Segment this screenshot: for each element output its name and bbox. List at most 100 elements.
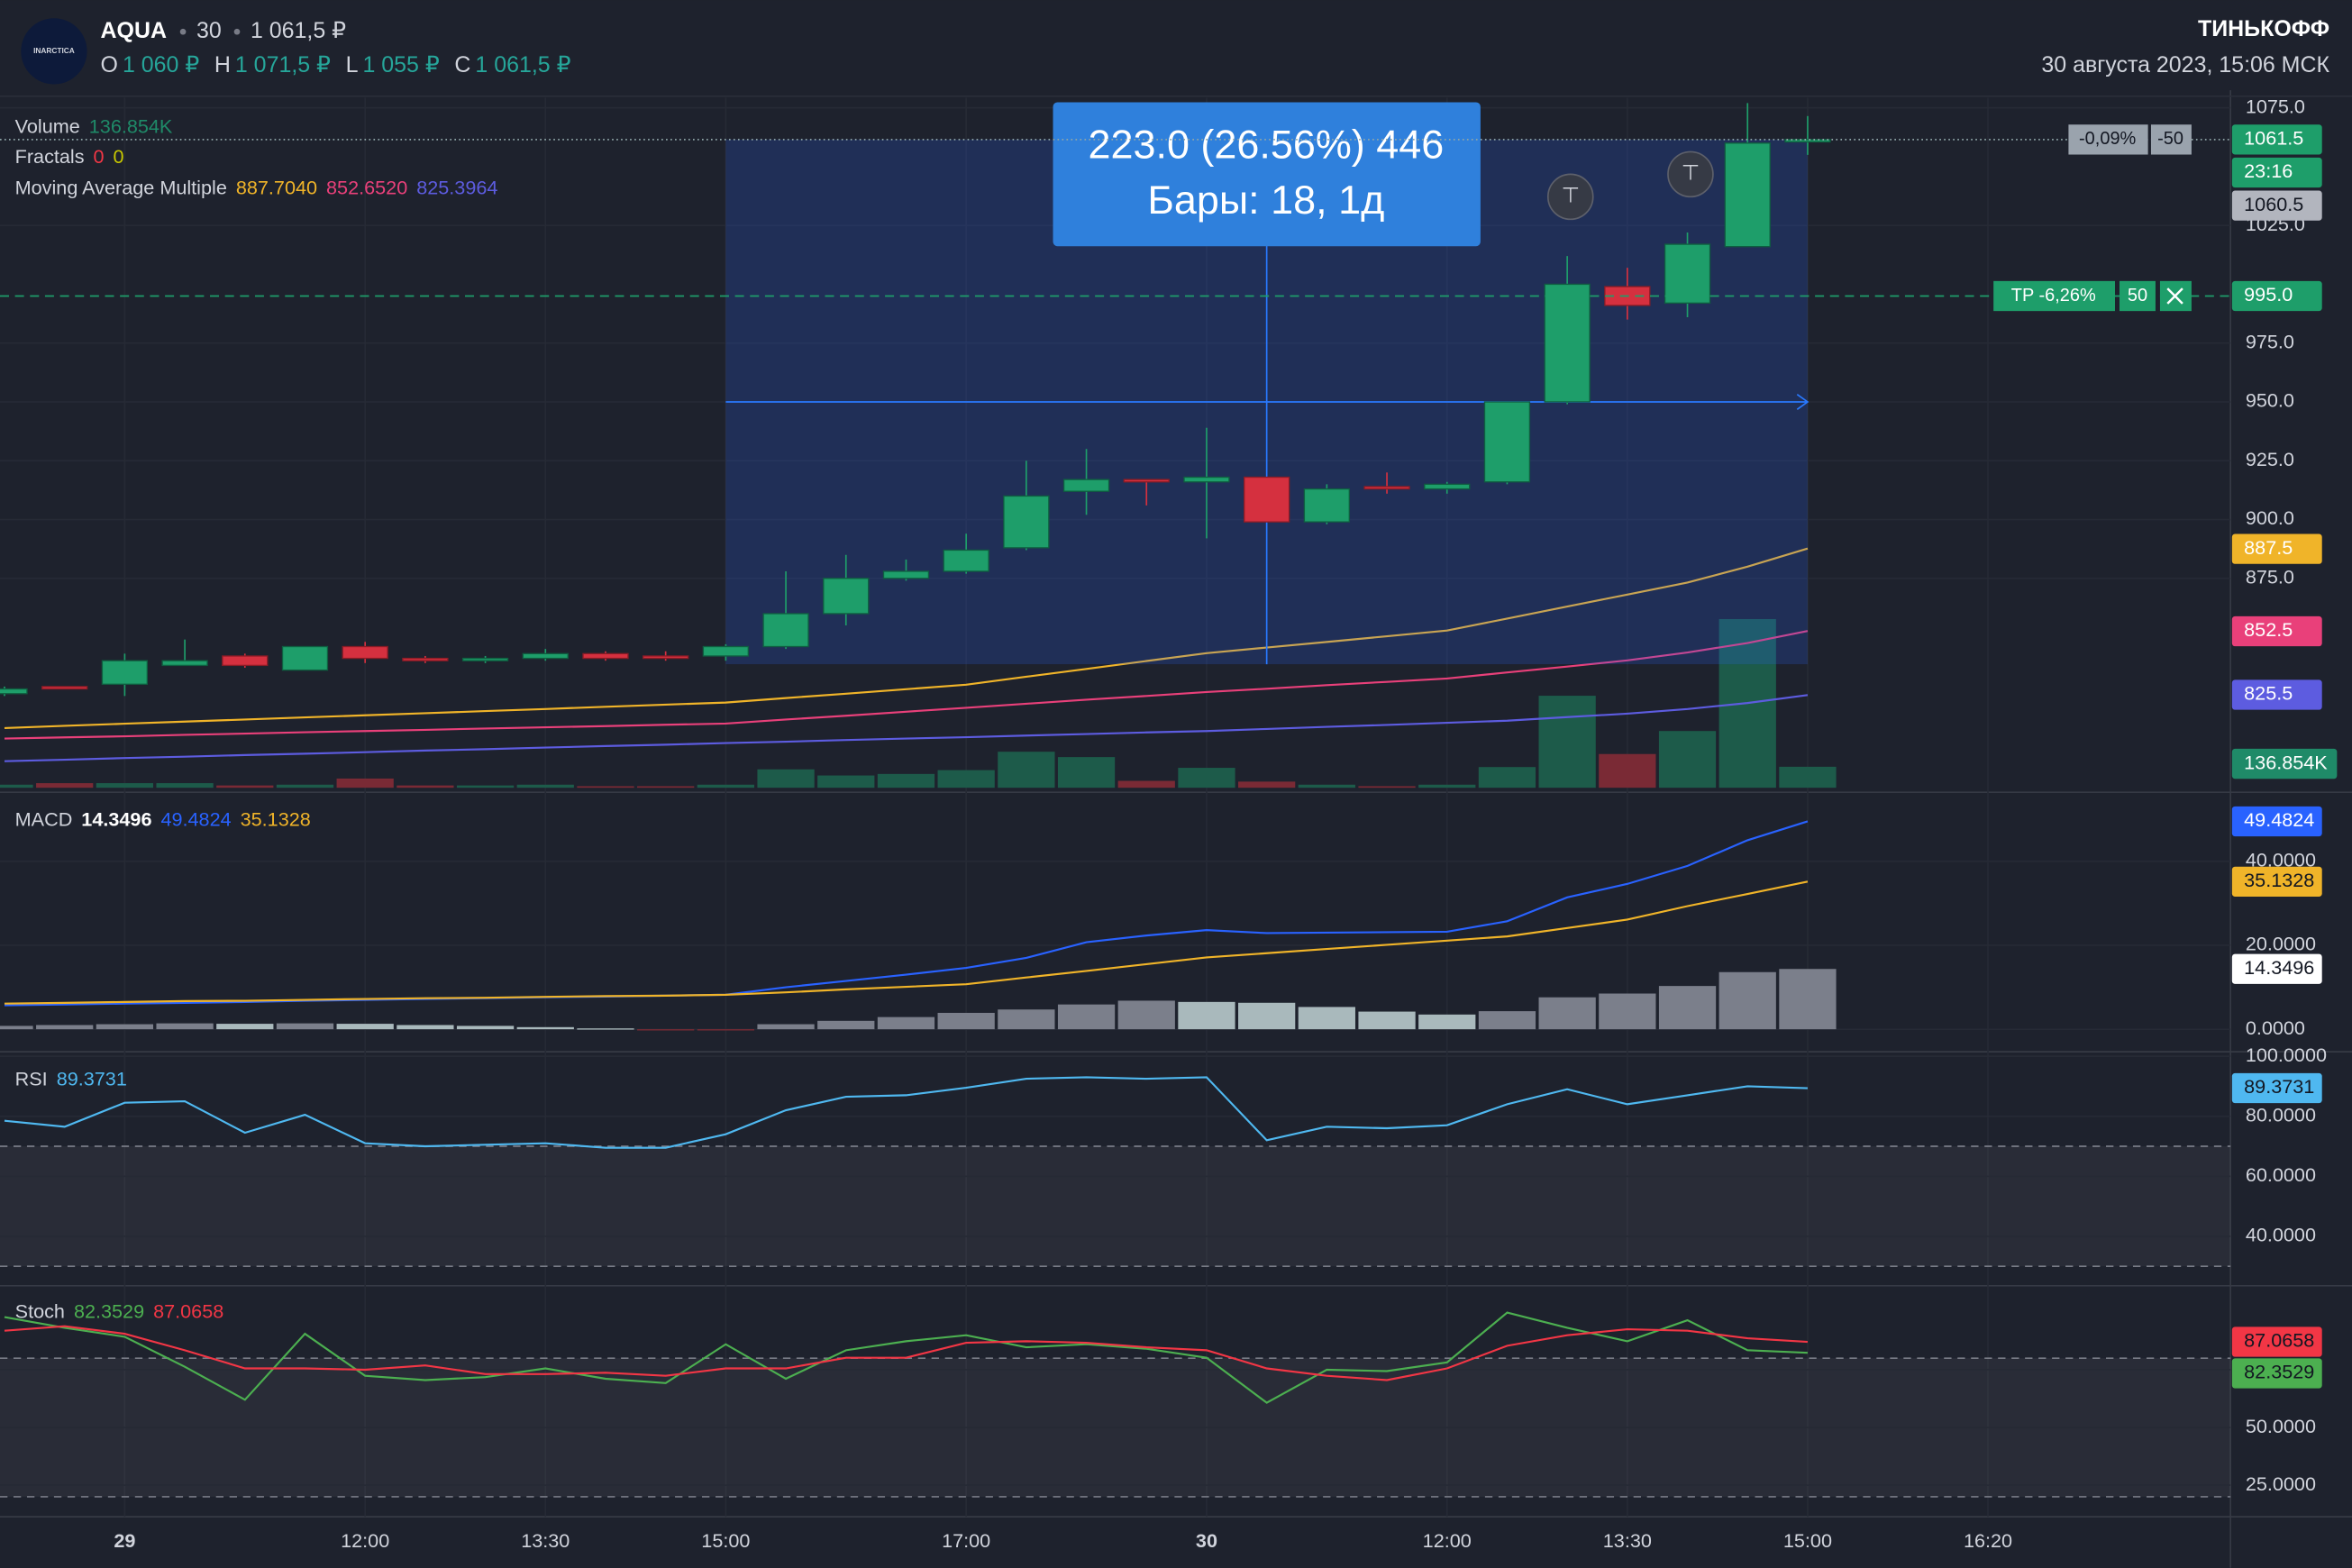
countdown-badge-bg <box>2231 157 2322 188</box>
volume-bar <box>757 769 815 789</box>
x-tick-label: 13:30 <box>521 1529 570 1552</box>
x-tick-label: 30 <box>1196 1529 1217 1552</box>
indicator-badge-bg <box>2231 1358 2322 1389</box>
tp-label-bg[interactable] <box>1993 280 2116 312</box>
ohlc-key: C <box>454 52 470 77</box>
macd-histogram-bar <box>1178 1001 1235 1030</box>
ma-badge-bg <box>2231 679 2322 710</box>
position-qty-bg[interactable] <box>2150 124 2192 155</box>
tp-badge-bg <box>2231 280 2322 312</box>
ma-badge: 852.5 <box>2244 618 2293 641</box>
volume-bar <box>998 752 1055 789</box>
legend-value: 14.3496 <box>81 807 151 830</box>
volume-bar <box>156 783 214 789</box>
x-tick-label: 15:00 <box>701 1529 750 1552</box>
macd-histogram-bar <box>216 1024 274 1030</box>
volume-bar <box>1117 780 1175 789</box>
legend-name: Stoch <box>15 1299 65 1322</box>
tp-qty-bg[interactable] <box>2119 280 2156 312</box>
candle-body <box>1003 495 1050 549</box>
volume-bar <box>1358 786 1416 789</box>
volume-bar <box>336 778 394 789</box>
volume-bar <box>1478 767 1536 789</box>
macd-histogram-bar <box>1418 1014 1476 1030</box>
volume-bar <box>1538 696 1596 789</box>
macd-histogram-bar <box>397 1025 454 1030</box>
candle-body <box>1244 476 1290 523</box>
legend-name: MACD <box>15 807 73 830</box>
dot <box>233 28 241 35</box>
trade-marker[interactable] <box>1546 173 1594 221</box>
trade-marker[interactable] <box>1667 150 1714 198</box>
y-tick-label: 950.0 <box>2246 389 2294 412</box>
logo[interactable] <box>21 18 87 85</box>
legend-name: Moving Average Multiple <box>15 177 227 199</box>
tp-close-icon <box>2166 287 2183 305</box>
legend-value: 136.854K <box>89 114 173 137</box>
macd-histogram-bar <box>336 1024 394 1030</box>
y-tick-label: 900.0 <box>2246 506 2294 529</box>
logo-text: INARCTICA <box>33 46 75 55</box>
candle-body <box>161 660 208 667</box>
macd-histogram-bar <box>757 1024 815 1030</box>
macd-histogram-bar <box>456 1026 515 1030</box>
candle-body <box>882 570 930 579</box>
candle-body <box>402 657 449 661</box>
volume-bar <box>1178 768 1235 789</box>
y-tick-label: 975.0 <box>2246 330 2294 352</box>
datetime: 30 августа 2023, 15:06 МСК <box>2041 52 2329 77</box>
volume-bar <box>1238 781 1296 789</box>
candle-body <box>1424 483 1471 490</box>
volume-bar <box>456 785 515 789</box>
volume-bar <box>397 785 454 789</box>
ma-badge-bg <box>2231 533 2322 564</box>
candle-body <box>1724 142 1771 248</box>
legend-name: RSI <box>15 1067 48 1089</box>
dot <box>179 28 187 35</box>
candle-body <box>823 578 870 615</box>
macd-histogram-bar <box>1599 993 1656 1030</box>
indicator-badge: 89.3731 <box>2244 1075 2314 1098</box>
macd-histogram-bar <box>1658 986 1717 1030</box>
legend-value: 887.7040 <box>236 177 317 199</box>
indicator-line <box>4 1311 1808 1404</box>
x-tick-label: 15:00 <box>1783 1529 1832 1552</box>
macd-histogram-bar <box>1057 1004 1116 1030</box>
candle-body <box>643 655 689 660</box>
indicator-badge: 14.3496 <box>2244 956 2314 979</box>
macd-histogram-bar <box>36 1025 94 1030</box>
x-tick-label: 12:00 <box>1423 1529 1472 1552</box>
ohlc-value: 1 071,5 ₽ <box>235 52 331 77</box>
indicator-badge-bg <box>2231 1326 2322 1357</box>
interval[interactable]: 30 <box>196 18 222 43</box>
position-pct-bg[interactable] <box>2068 124 2148 155</box>
candle-body <box>222 655 269 667</box>
volume-bar <box>1298 784 1355 789</box>
candle-body <box>101 660 149 685</box>
legend-value: 0 <box>94 145 105 168</box>
macd-histogram-bar <box>1779 969 1837 1030</box>
ohlc-value: 1 055 ₽ <box>362 52 439 77</box>
x-tick-label: 29 <box>114 1529 135 1552</box>
macd-histogram-bar <box>156 1023 214 1030</box>
macd-histogram-bar <box>96 1024 154 1030</box>
macd-histogram-bar <box>937 1012 995 1030</box>
symbol[interactable]: AQUA <box>101 18 167 43</box>
indicator-badge: 49.4824 <box>2244 808 2314 831</box>
ohlc-value: 1 060 ₽ <box>123 52 199 77</box>
macd-histogram-bar <box>577 1028 634 1030</box>
x-tick-label: 12:00 <box>341 1529 389 1552</box>
y-tick-label: 100.0000 <box>2246 1044 2327 1066</box>
macd-histogram-bar <box>998 1009 1055 1030</box>
y-tick-label: 20.0000 <box>2246 933 2316 955</box>
candle-body <box>1183 476 1230 483</box>
candle-body <box>1664 243 1711 304</box>
x-tick-label: 16:20 <box>1964 1529 2012 1552</box>
volume-bar <box>1779 766 1837 789</box>
candle-body <box>1784 139 1831 143</box>
ma-badge-bg <box>2231 615 2322 647</box>
volume-bar <box>697 784 754 789</box>
macd-histogram-bar <box>817 1020 875 1030</box>
candle-body <box>461 657 509 661</box>
measure-arrowhead <box>1796 393 1810 410</box>
